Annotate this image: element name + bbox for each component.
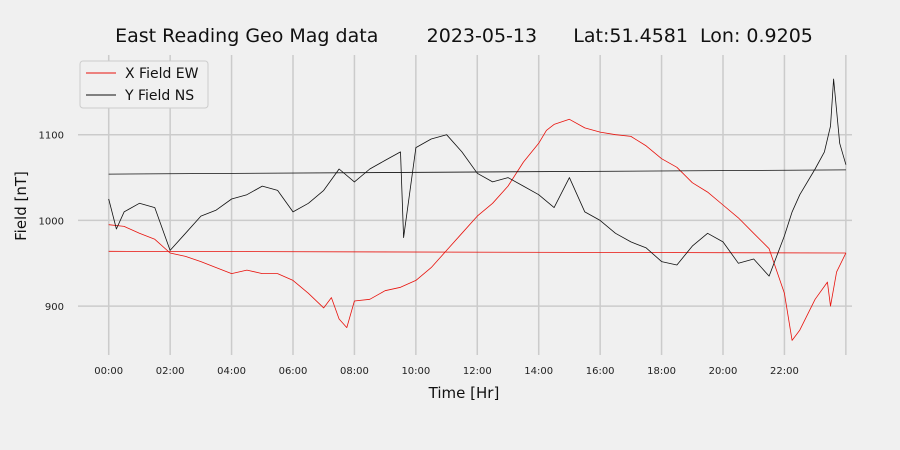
legend: X Field EW Y Field NS [79, 60, 209, 109]
x-tick-labels: 00:00 02:00 04:00 06:00 08:00 10:00 12:00 14:00… [94, 366, 799, 377]
x-tick-label: 10:00 [401, 366, 430, 377]
x-tick-label: 06:00 [279, 366, 308, 377]
chart-title: East Reading Geo Mag data 2023-05-13 Lat… [115, 25, 813, 47]
x-tick-label: 22:00 [770, 366, 799, 377]
x-tick-label: 12:00 [463, 366, 492, 377]
x-axis-label: Time [Hr] [428, 384, 500, 402]
series-x-field-ew [108, 118, 847, 341]
x-tick-label: 14:00 [524, 366, 553, 377]
series-mean-line-3 [108, 169, 846, 175]
x-tick-label: 02:00 [156, 366, 185, 377]
x-tick-label: 18:00 [647, 366, 676, 377]
series-layer [108, 78, 847, 341]
x-tick-label: 08:00 [340, 366, 369, 377]
y-axis-label: Field [nT] [12, 171, 30, 241]
legend-label-x-field: X Field EW [125, 66, 199, 82]
y-tick-label: 1100 [39, 131, 64, 142]
x-tick-label: 04:00 [217, 366, 246, 377]
legend-label-y-field: Y Field NS [124, 88, 194, 104]
series-y-field-ns [108, 78, 847, 277]
series-mean-line-1 [108, 250, 846, 254]
x-tick-label: 20:00 [709, 366, 738, 377]
y-tick-labels: 900 1000 1100 [39, 131, 64, 313]
y-tick-label: 900 [45, 302, 64, 313]
x-tick-label: 00:00 [94, 366, 123, 377]
y-tick-label: 1000 [39, 216, 64, 227]
x-tick-label: 16:00 [586, 366, 615, 377]
